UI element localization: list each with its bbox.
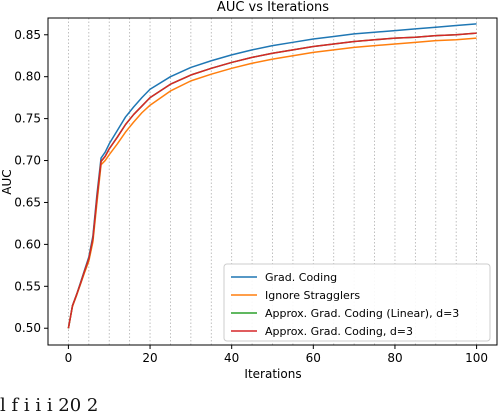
y-tick-label: 0.75 bbox=[14, 112, 41, 126]
plot-frame bbox=[47, 17, 498, 346]
caption-fragment: l f i i i 20 2 bbox=[0, 395, 99, 416]
y-tick-label: 0.55 bbox=[14, 279, 41, 293]
x-tick-label: 40 bbox=[224, 351, 239, 365]
legend-label: Ignore Stragglers bbox=[265, 289, 360, 302]
y-axis-label: AUC bbox=[0, 169, 14, 194]
x-tick-label: 100 bbox=[465, 351, 488, 365]
y-tick-label: 0.50 bbox=[14, 321, 41, 335]
x-axis-ticks: 0 20 40 60 80 100 bbox=[65, 345, 488, 365]
y-tick-label: 0.80 bbox=[14, 70, 41, 84]
y-tick-label: 0.65 bbox=[14, 195, 41, 209]
chart-title: AUC vs Iterations bbox=[217, 0, 329, 15]
y-tick-label: 0.60 bbox=[14, 237, 41, 251]
y-tick-label: 0.85 bbox=[14, 28, 41, 42]
y-tick-label: 0.70 bbox=[14, 154, 41, 168]
legend-label: Grad. Coding bbox=[265, 271, 337, 284]
x-tick-label: 0 bbox=[65, 351, 73, 365]
x-tick-label: 80 bbox=[387, 351, 402, 365]
y-axis-ticks: 0.50 0.55 0.60 0.65 0.70 0.75 0.80 0.85 bbox=[14, 28, 48, 335]
legend: Grad. Coding Ignore Stragglers Approx. Gra… bbox=[223, 263, 491, 342]
x-tick-label: 60 bbox=[306, 351, 321, 365]
series-line-4 bbox=[67, 32, 477, 329]
legend-label: Approx. Grad. Coding (Linear), d=3 bbox=[265, 307, 459, 320]
series-lines bbox=[67, 23, 477, 329]
x-tick-label: 20 bbox=[142, 351, 157, 365]
auc-line-chart: AUC vs Iterations 0 20 40 60 80 100 0.500.550… bbox=[0, 0, 498, 381]
x-axis-label: Iterations bbox=[244, 367, 301, 381]
legend-label: Approx. Grad. Coding, d=3 bbox=[265, 325, 413, 338]
legend-box bbox=[223, 263, 491, 342]
